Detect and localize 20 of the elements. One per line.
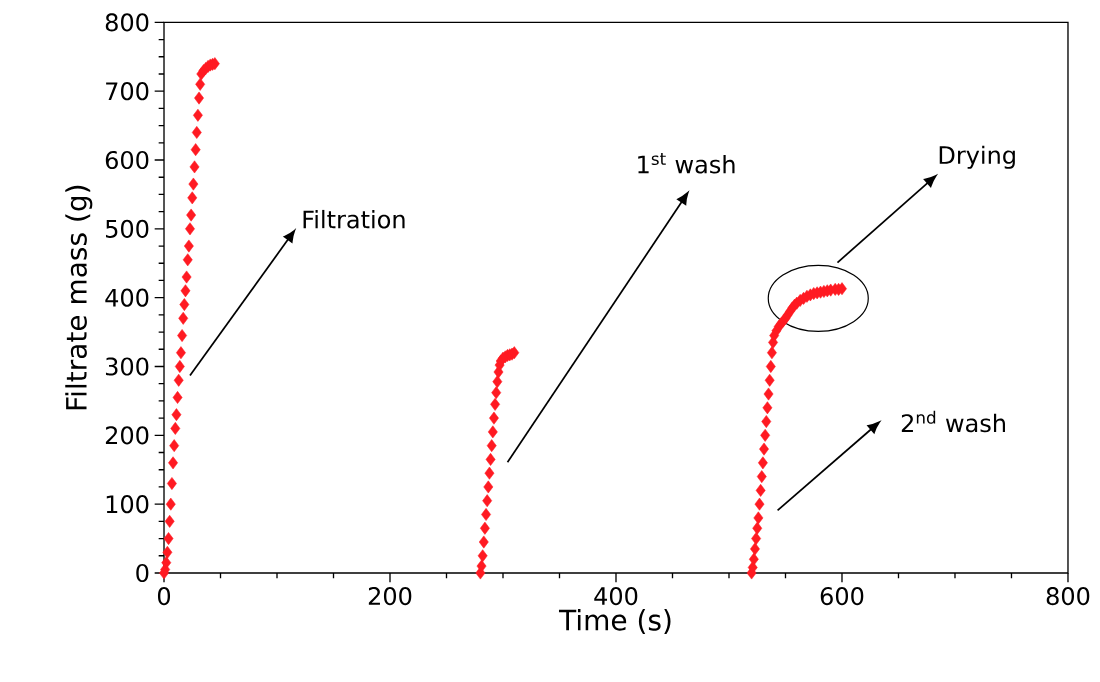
y-tick-label: 400 xyxy=(105,288,149,307)
y-tick-label: 300 xyxy=(105,357,149,376)
y-tick-label: 600 xyxy=(105,150,149,170)
y-axis-title: Filtrate mass (g) xyxy=(65,185,93,410)
x-tick-label: 0 xyxy=(157,587,171,606)
y-tick-label: 700 xyxy=(106,82,149,101)
x-tick-label: 400 xyxy=(594,587,638,606)
y-tick-label: 0 xyxy=(136,563,149,583)
y-tick-label: 500 xyxy=(106,219,149,238)
annotation: 1$^{st}$ wash xyxy=(638,153,735,174)
annotation: Filtration xyxy=(303,209,405,229)
y-tick-label: 100 xyxy=(106,495,149,514)
x-tick-label: 200 xyxy=(368,587,412,606)
y-tick-label: 800 xyxy=(105,13,149,32)
x-tick-label: 800 xyxy=(1046,587,1090,606)
annotation: Drying xyxy=(939,145,1015,169)
annotation: 2$^{nd}$ wash xyxy=(901,410,1005,433)
y-tick-label: 200 xyxy=(105,426,149,445)
x-axis-title: Time (s) xyxy=(558,609,671,634)
x-tick-label: 600 xyxy=(820,587,864,606)
